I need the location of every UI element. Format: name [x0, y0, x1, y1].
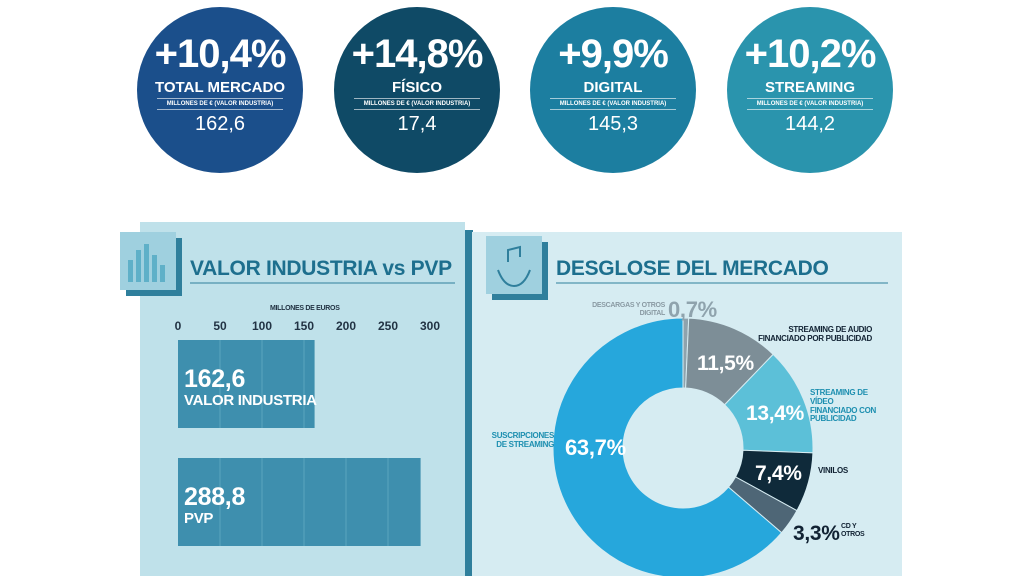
- value-label: 11,5%: [697, 352, 754, 375]
- stat: +10,2% STREAMING MILLONES DE € (VALOR INDU…: [735, 10, 885, 136]
- stat-label: DIGITAL: [583, 79, 643, 96]
- bar: [178, 458, 421, 546]
- x-tick-label: 100: [252, 319, 272, 333]
- axis-label: MILLONES DE EUROS: [270, 305, 340, 312]
- x-tick-label: 300: [420, 319, 440, 333]
- x-tick-label: 50: [213, 319, 227, 333]
- stat-unit: MILLONES DE € (VALOR INDUSTRIA): [550, 98, 676, 110]
- category-label: PVP: [184, 510, 214, 527]
- value-label: 13,4%: [746, 402, 805, 425]
- category-label: VINILOS: [818, 466, 848, 475]
- stat-unit: MILLONES DE € (VALOR INDUSTRIA): [747, 98, 873, 110]
- value-label: 7,4%: [755, 462, 802, 485]
- x-tick-label: 0: [175, 319, 182, 333]
- x-tick-label: 150: [294, 319, 314, 333]
- stat: +14,8% FÍSICO MILLONES DE € (VALOR INDUSTR…: [342, 10, 492, 136]
- category-label: CD Y OTROS: [841, 523, 865, 538]
- icon-bars: [128, 244, 165, 282]
- stat-change: +10,2%: [744, 32, 877, 76]
- donut-segment: [552, 317, 783, 576]
- chart-title: DESGLOSE DEL MERCADO: [556, 257, 829, 280]
- stat-value: 162,6: [194, 113, 246, 135]
- bar: [178, 340, 315, 428]
- icon-box: [486, 236, 542, 294]
- category-label: VALOR INDUSTRIA: [184, 392, 317, 409]
- icon-music: [497, 245, 531, 287]
- stat-value: 145,3: [587, 113, 639, 135]
- x-tick-label: 250: [378, 319, 398, 333]
- stat-unit: MILLONES DE € (VALOR INDUSTRIA): [157, 98, 283, 110]
- stat-circle: [727, 7, 893, 173]
- stat: +10,4% TOTAL MERCADO MILLONES DE € (VALOR …: [145, 10, 295, 136]
- stat-circle: [334, 7, 500, 173]
- chart-title: VALOR INDUSTRIA vs PVP: [190, 257, 452, 280]
- category-label: STREAMING DE VÍDEO FINANCIADO CON PUBLIC…: [810, 388, 877, 424]
- value-label: 288,8: [184, 483, 246, 511]
- stat-circle: [530, 7, 696, 173]
- stat-change: +10,4%: [154, 32, 287, 76]
- stat: +9,9% DIGITAL MILLONES DE € (VALOR INDUSTR…: [538, 10, 688, 136]
- stat-change: +14,8%: [351, 32, 484, 76]
- category-label: SUSCRIPCIONES DE STREAMING: [491, 431, 555, 449]
- stat-label: STREAMING: [765, 79, 855, 96]
- value-label: 3,3%: [793, 522, 840, 545]
- stat-label: TOTAL MERCADO: [155, 79, 285, 96]
- stat-change: +9,9%: [558, 32, 669, 76]
- stat-unit: MILLONES DE € (VALOR INDUSTRIA): [354, 98, 480, 110]
- x-tick-label: 200: [336, 319, 356, 333]
- category-label: DESCARGAS Y OTROS DIGITAL: [592, 302, 665, 317]
- stat-circle: [137, 7, 303, 173]
- stat-value: 144,2: [784, 113, 836, 135]
- stat-value: 17,4: [397, 113, 437, 135]
- category-label: STREAMING DE AUDIO FINANCIADO POR PUBLIC…: [758, 325, 872, 343]
- value-label: 162,6: [184, 365, 246, 393]
- value-label: 63,7%: [565, 435, 626, 460]
- value-label: 0,7%: [668, 297, 717, 322]
- stat-label: FÍSICO: [391, 79, 442, 96]
